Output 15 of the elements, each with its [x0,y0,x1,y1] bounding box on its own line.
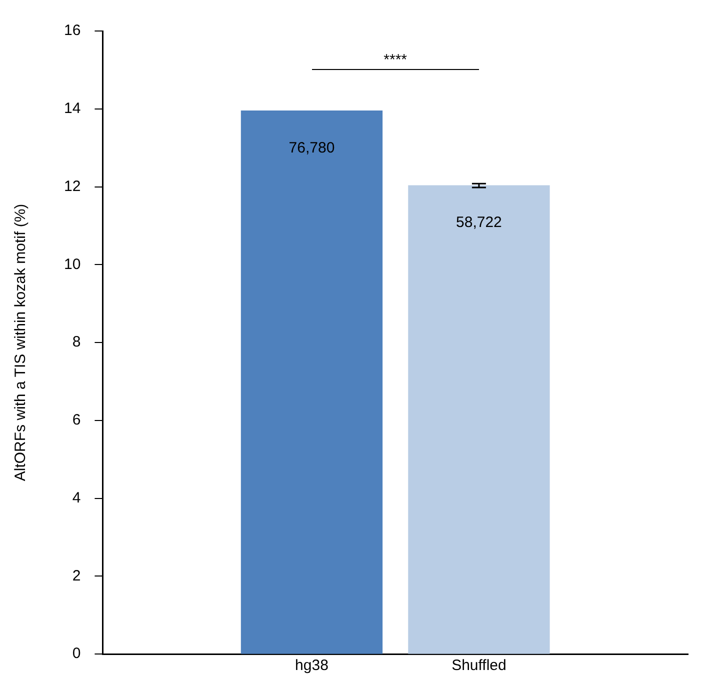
x-tick-label: Shuffled [452,657,506,674]
y-tick-label: 4 [72,489,81,506]
y-tick-label: 2 [72,567,81,584]
y-tick-label: 12 [64,178,81,195]
y-axis-title: AltORFs with a TIS within kozak motif (%) [12,204,30,482]
annotation: 58,722 [456,214,502,232]
x-tick-label: hg38 [295,657,328,674]
y-tick-label: 0 [72,645,81,662]
y-tick-label: 6 [72,412,81,429]
y-tick-label: 14 [64,100,81,118]
y-tick-label: 8 [72,334,81,351]
y-tick-label: 10 [64,256,81,273]
annotation: 76,780 [288,139,335,156]
annotation: **** [384,52,408,69]
y-tick-label: 16 [64,22,81,40]
